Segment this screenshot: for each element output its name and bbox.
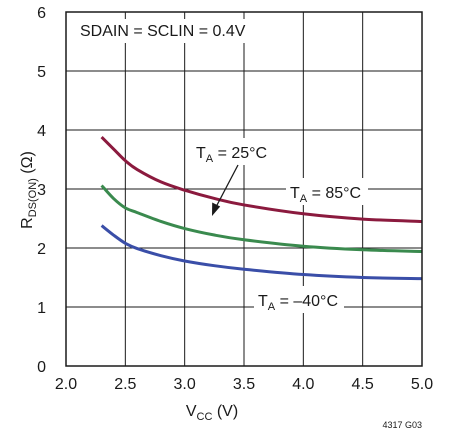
condition-annotation: SDAIN = SCLIN = 0.4V [80,23,246,40]
label-25c-background [192,138,274,165]
series-label-minus40c: TA = –40°C [258,293,338,313]
label-25c-arrow-head [212,202,221,216]
y-axis-title: RDS(ON) (Ω) [19,151,39,229]
y-tick-label: 6 [37,5,46,22]
y-tick-label: 5 [37,64,46,81]
x-tick-label: 2.0 [55,376,77,393]
x-tick-labels: 2.0 2.5 3.0 3.5 4.0 4.5 5.0 [55,376,433,393]
label-85c-background [286,178,368,205]
plot-border [65,11,423,367]
y-tick-label: 3 [37,182,46,199]
label-25c-arrow-shaft [215,164,239,208]
x-tick-label: 3.5 [233,376,255,393]
x-tick-label: 2.5 [114,376,136,393]
x-tick-label: 3.0 [174,376,196,393]
annotation-background [77,19,253,43]
series-line-0 [100,136,423,223]
label-m40c-background [254,286,344,313]
x-axis-title: VCC (V) [186,403,238,423]
plot-frame [65,11,423,367]
series-line-2 [100,224,423,281]
y-tick-label: 4 [37,123,46,140]
y-tick-label: 1 [37,300,46,317]
series-label-25c: TA = 25°C [196,145,267,165]
x-tick-label: 4.5 [352,376,374,393]
series-lines [100,136,423,281]
y-tick-labels: 0 1 2 3 4 5 6 [37,5,46,376]
x-tick-label: 5.0 [411,376,433,393]
grid [66,12,422,366]
y-tick-label: 2 [37,241,46,258]
x-tick-label: 4.0 [292,376,314,393]
figure-id: 4317 G03 [382,420,422,430]
series-line-1 [100,184,423,254]
series-label-85c: TA = 85°C [290,185,361,205]
y-tick-label: 0 [37,359,46,376]
